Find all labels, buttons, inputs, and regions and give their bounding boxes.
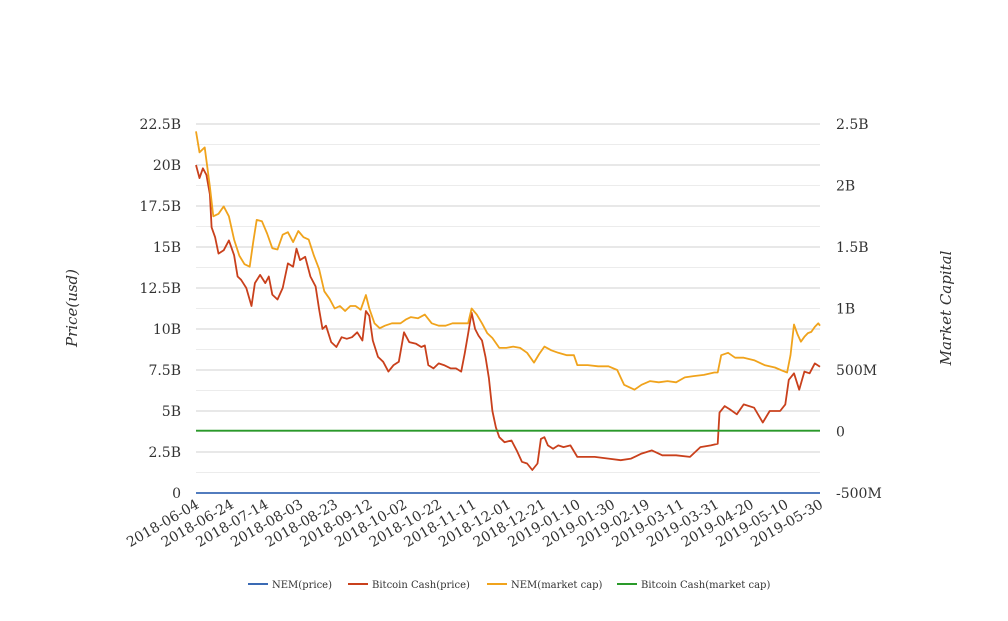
right-tick-label: 2.5B [836, 117, 869, 133]
legend-label: NEM(market cap) [511, 580, 603, 591]
left-tick-label: 22.5B [140, 117, 181, 133]
grid-lines [196, 123, 820, 494]
right-y-axis-ticks: -500M 0 500M 1B 1.5B 2B 2.5B [836, 117, 882, 502]
series-line-nem-market-cap [195, 131, 821, 391]
series-line-bitcoin-cash-price [195, 164, 821, 471]
right-tick-label: 0 [836, 425, 845, 441]
right-tick-label: -500M [836, 486, 882, 502]
legend-label: NEM(price) [272, 580, 332, 591]
series-lines [195, 131, 821, 494]
right-tick-label: 1B [836, 302, 855, 318]
left-tick-label: 10B [153, 322, 181, 338]
left-tick-label: 7.5B [148, 363, 181, 379]
legend-label: Bitcoin Cash(market cap) [641, 580, 770, 591]
left-tick-label: 5B [162, 404, 181, 420]
left-tick-label: 17.5B [140, 199, 181, 215]
left-axis-title: Price(usd) [63, 269, 81, 348]
right-tick-label: 500M [836, 363, 877, 379]
legend: NEM(price) Bitcoin Cash(price) NEM(market … [248, 580, 770, 591]
right-tick-label: 1.5B [836, 240, 869, 256]
left-tick-label: 2.5B [148, 445, 181, 461]
legend-label: Bitcoin Cash(price) [372, 580, 470, 591]
left-tick-label: 12.5B [140, 281, 181, 297]
right-axis-title: Market Capital [937, 250, 955, 366]
left-tick-label: 0 [172, 486, 181, 502]
x-axis-ticks: 2018-06-042018-06-242018-07-142018-08-03… [124, 497, 826, 551]
left-y-axis-ticks: 0 2.5B 5B 7.5B 10B 12.5B 15B 17.5B 20B 22.5B [140, 117, 181, 502]
left-tick-label: 20B [153, 158, 181, 174]
left-tick-label: 15B [153, 240, 181, 256]
right-tick-label: 2B [836, 179, 855, 195]
